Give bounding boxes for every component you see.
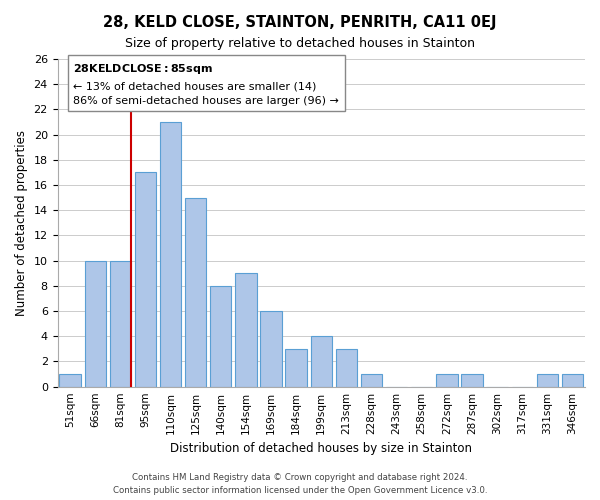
- Text: Size of property relative to detached houses in Stainton: Size of property relative to detached ho…: [125, 38, 475, 51]
- Y-axis label: Number of detached properties: Number of detached properties: [15, 130, 28, 316]
- Bar: [59, 374, 81, 386]
- Bar: [260, 311, 282, 386]
- Bar: [210, 286, 232, 386]
- Bar: [110, 260, 131, 386]
- Bar: [286, 349, 307, 387]
- Text: $\bf{28 KELD CLOSE: 85sqm}$
← 13% of detached houses are smaller (14)
86% of sem: $\bf{28 KELD CLOSE: 85sqm}$ ← 13% of det…: [73, 62, 339, 106]
- Bar: [235, 274, 257, 386]
- Bar: [135, 172, 156, 386]
- Bar: [311, 336, 332, 386]
- Bar: [436, 374, 458, 386]
- Bar: [361, 374, 382, 386]
- Text: 28, KELD CLOSE, STAINTON, PENRITH, CA11 0EJ: 28, KELD CLOSE, STAINTON, PENRITH, CA11 …: [103, 15, 497, 30]
- Bar: [336, 349, 357, 387]
- Bar: [160, 122, 181, 386]
- Bar: [536, 374, 558, 386]
- Text: Contains HM Land Registry data © Crown copyright and database right 2024.
Contai: Contains HM Land Registry data © Crown c…: [113, 474, 487, 495]
- Bar: [562, 374, 583, 386]
- Bar: [85, 260, 106, 386]
- X-axis label: Distribution of detached houses by size in Stainton: Distribution of detached houses by size …: [170, 442, 472, 455]
- Bar: [185, 198, 206, 386]
- Bar: [461, 374, 482, 386]
